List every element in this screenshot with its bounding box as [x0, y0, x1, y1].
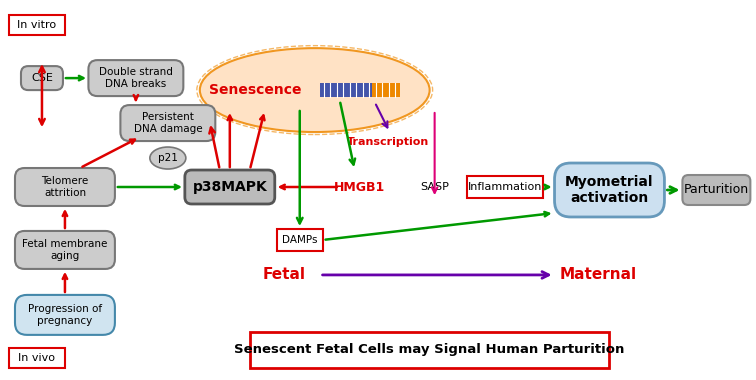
Ellipse shape: [150, 147, 186, 169]
Text: Fetal: Fetal: [263, 268, 305, 282]
FancyBboxPatch shape: [21, 66, 63, 90]
Text: Double strand
DNA breaks: Double strand DNA breaks: [99, 67, 173, 89]
Text: Inflammation: Inflammation: [467, 182, 542, 192]
Text: Fetal membrane
aging: Fetal membrane aging: [22, 239, 107, 261]
Ellipse shape: [200, 48, 429, 132]
Text: Transcription: Transcription: [346, 137, 429, 147]
Text: Myometrial
activation: Myometrial activation: [565, 175, 654, 205]
Text: In vivo: In vivo: [18, 353, 55, 363]
Bar: [277, 229, 323, 251]
Bar: [466, 176, 543, 198]
Bar: [372, 83, 400, 97]
Bar: [320, 83, 372, 97]
FancyBboxPatch shape: [15, 295, 115, 335]
Bar: [9, 15, 65, 35]
FancyBboxPatch shape: [88, 60, 184, 96]
Text: p38MAPK: p38MAPK: [193, 180, 267, 194]
FancyBboxPatch shape: [15, 231, 115, 269]
FancyBboxPatch shape: [120, 105, 215, 141]
Text: Progression of
pregnancy: Progression of pregnancy: [28, 304, 102, 326]
Text: In vitro: In vitro: [17, 20, 57, 30]
Text: SASP: SASP: [420, 182, 449, 192]
Bar: [9, 348, 65, 368]
Text: Persistent
DNA damage: Persistent DNA damage: [134, 112, 202, 134]
Text: p21: p21: [158, 153, 178, 163]
FancyBboxPatch shape: [555, 163, 665, 217]
Text: Maternal: Maternal: [559, 268, 637, 282]
Text: Parturition: Parturition: [684, 184, 749, 196]
Text: HMGB1: HMGB1: [334, 180, 386, 193]
Text: Telomere
attrition: Telomere attrition: [42, 176, 88, 198]
Bar: [249, 332, 609, 368]
Text: Senescent Fetal Cells may Signal Human Parturition: Senescent Fetal Cells may Signal Human P…: [234, 344, 624, 356]
Text: DAMPs: DAMPs: [282, 235, 318, 245]
FancyBboxPatch shape: [15, 168, 115, 206]
FancyBboxPatch shape: [683, 175, 751, 205]
Text: Senescence: Senescence: [209, 83, 301, 97]
FancyBboxPatch shape: [185, 170, 274, 204]
Text: CSE: CSE: [31, 73, 53, 83]
